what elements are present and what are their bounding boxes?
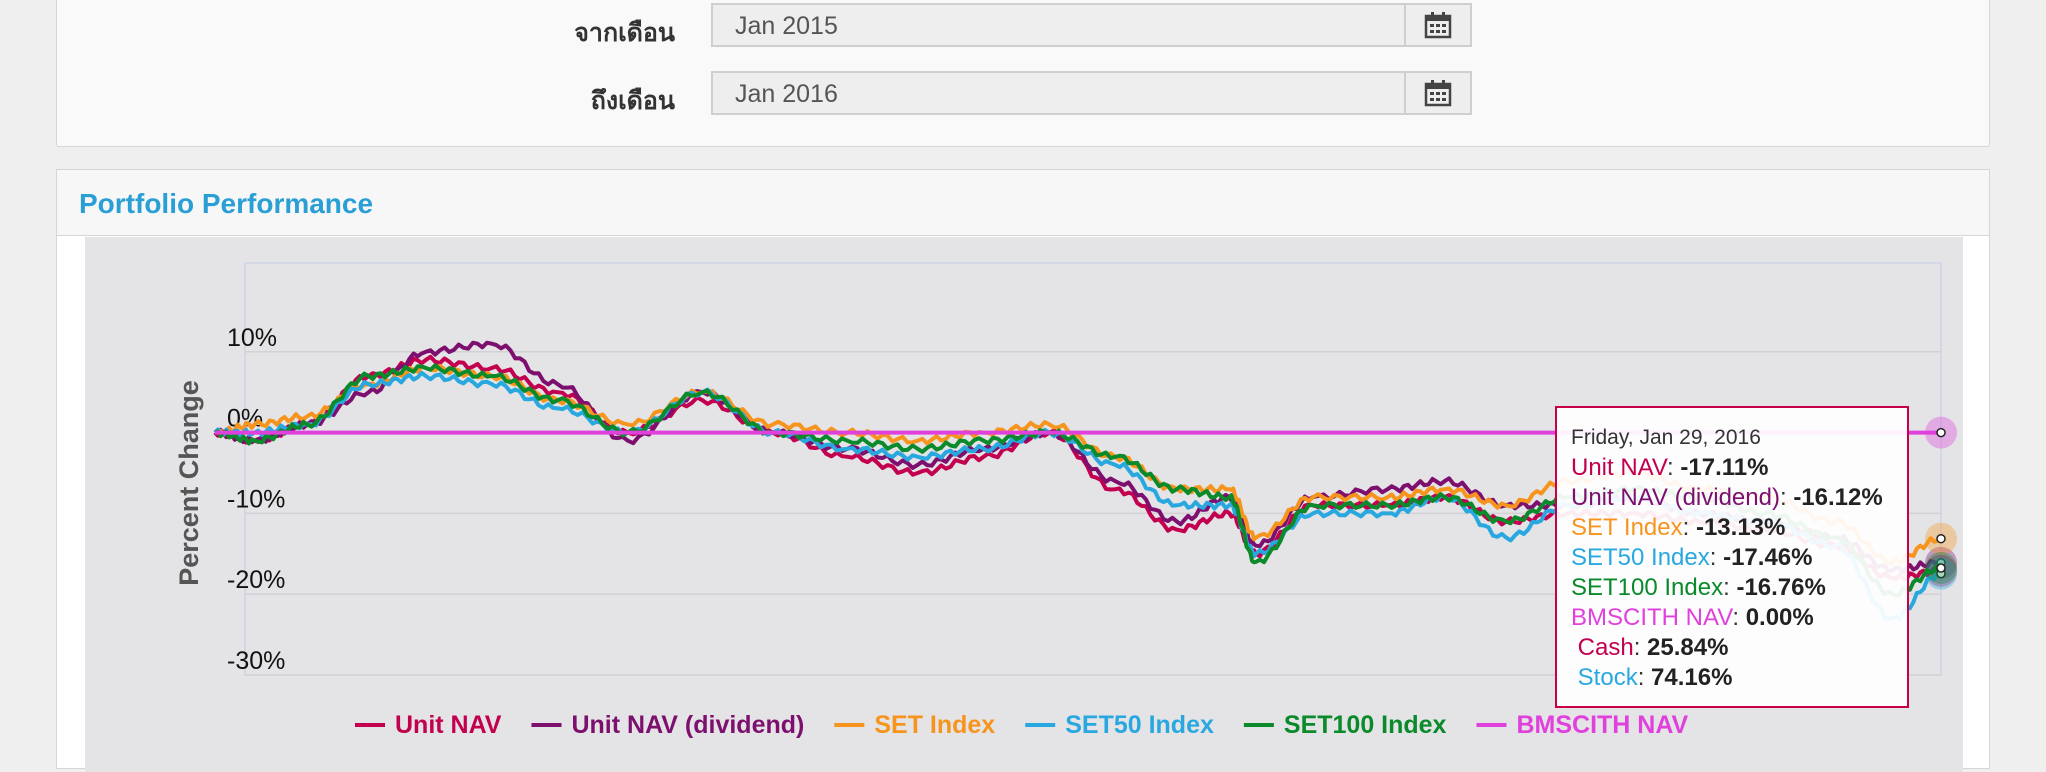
y-tick-label: 10% bbox=[227, 324, 277, 352]
tooltip-row: SET100 Index: -16.76% bbox=[1571, 573, 1907, 603]
from-calendar-button[interactable] bbox=[1404, 3, 1472, 47]
tooltip-series-name: Cash bbox=[1571, 634, 1634, 661]
to-month-row: ถึงเดือน Jan 2016 bbox=[57, 71, 1989, 119]
tooltip-series-name: Stock bbox=[1571, 664, 1638, 691]
tooltip-separator: : bbox=[1633, 634, 1648, 661]
hover-marker bbox=[1936, 563, 1946, 573]
hover-marker bbox=[1936, 427, 1946, 438]
calendar-icon bbox=[1424, 80, 1452, 107]
tooltip-series-name: SET100 Index bbox=[1571, 574, 1724, 601]
tooltip-series-value: -17.46% bbox=[1723, 544, 1813, 571]
tooltip-series-name: SET Index bbox=[1571, 514, 1683, 541]
y-tick-label: -10% bbox=[227, 485, 285, 513]
legend-label: SET50 Index bbox=[1065, 711, 1214, 739]
y-axis-label: Percent Change bbox=[174, 380, 204, 586]
tooltip-separator: : bbox=[1779, 484, 1794, 511]
tooltip-separator: : bbox=[1637, 664, 1652, 691]
legend-item[interactable]: SET100 Index bbox=[1243, 711, 1447, 739]
y-tick-label: -30% bbox=[227, 647, 285, 675]
tooltip-series-name: Unit NAV bbox=[1571, 454, 1668, 481]
legend-item[interactable]: Unit NAV bbox=[355, 711, 502, 739]
tooltip-series-value: 74.16% bbox=[1651, 664, 1733, 691]
tooltip-row: SET Index: -13.13% bbox=[1571, 513, 1907, 543]
tooltip-series-value: 0.00% bbox=[1745, 604, 1814, 631]
to-month-label: ถึงเดือน bbox=[590, 86, 675, 115]
legend-item[interactable]: SET50 Index bbox=[1025, 711, 1214, 739]
legend-label: SET Index bbox=[874, 711, 995, 739]
tooltip-separator: : bbox=[1723, 574, 1737, 601]
tooltip-series-value: -17.11% bbox=[1680, 454, 1769, 481]
tooltip-series-name: BMSCITH NAV bbox=[1571, 604, 1733, 631]
tooltip-series-value: 25.84% bbox=[1647, 634, 1729, 661]
tooltip-rows: Unit NAV: -17.11% Unit NAV (dividend): -1… bbox=[1571, 453, 1907, 693]
tooltip-row: Cash: 25.84% bbox=[1571, 633, 1907, 663]
legend-item[interactable]: Unit NAV (dividend) bbox=[531, 711, 804, 739]
from-month-label: จากเดือน bbox=[574, 18, 675, 47]
legend-label: Unit NAV (dividend) bbox=[571, 711, 804, 739]
panel-title: Portfolio Performance bbox=[79, 188, 374, 219]
legend-label: BMSCITH NAV bbox=[1516, 711, 1688, 739]
to-month-input[interactable]: Jan 2016 bbox=[711, 71, 1406, 115]
tooltip-separator: : bbox=[1667, 454, 1681, 481]
tooltip-series-name: Unit NAV (dividend) bbox=[1571, 484, 1780, 511]
from-month-row: จากเดือน Jan 2015 bbox=[57, 3, 1989, 51]
tooltip-row: BMSCITH NAV: 0.00% bbox=[1571, 603, 1907, 633]
tooltip-series-name: SET50 Index bbox=[1571, 544, 1710, 571]
tooltip-separator: : bbox=[1709, 544, 1724, 571]
tooltip-row: Unit NAV: -17.11% bbox=[1571, 453, 1907, 483]
tooltip-series-value: -16.76% bbox=[1736, 574, 1826, 601]
tooltip-separator: : bbox=[1732, 604, 1746, 631]
tooltip-row: SET50 Index: -17.46% bbox=[1571, 543, 1907, 573]
legend-item[interactable]: SET Index bbox=[834, 711, 995, 739]
tooltip-separator: : bbox=[1682, 514, 1696, 541]
tooltip-date: Friday, Jan 29, 2016 bbox=[1571, 426, 1761, 449]
calendar-icon bbox=[1424, 12, 1452, 39]
tooltip-row: Unit NAV (dividend): -16.12% bbox=[1571, 483, 1907, 513]
panel-header: Portfolio Performance bbox=[57, 170, 1989, 236]
hover-marker bbox=[1936, 533, 1946, 544]
legend-item[interactable]: BMSCITH NAV bbox=[1476, 711, 1689, 739]
filter-panel: จากเดือน Jan 2015 ถึงเดือน Jan 2016 bbox=[56, 0, 1990, 147]
chart-tooltip: Friday, Jan 29, 2016 Unit NAV: -17.11% Un… bbox=[1555, 406, 1909, 708]
to-calendar-button[interactable] bbox=[1404, 71, 1472, 115]
tooltip-row: Stock: 74.16% bbox=[1571, 663, 1907, 693]
legend-label: SET100 Index bbox=[1284, 711, 1447, 739]
y-tick-label: -20% bbox=[227, 566, 285, 594]
tooltip-series-value: -13.13% bbox=[1695, 514, 1786, 541]
legend-label: Unit NAV bbox=[395, 711, 502, 739]
from-month-input[interactable]: Jan 2015 bbox=[711, 3, 1406, 47]
tooltip-series-value: -16.12% bbox=[1793, 484, 1883, 511]
